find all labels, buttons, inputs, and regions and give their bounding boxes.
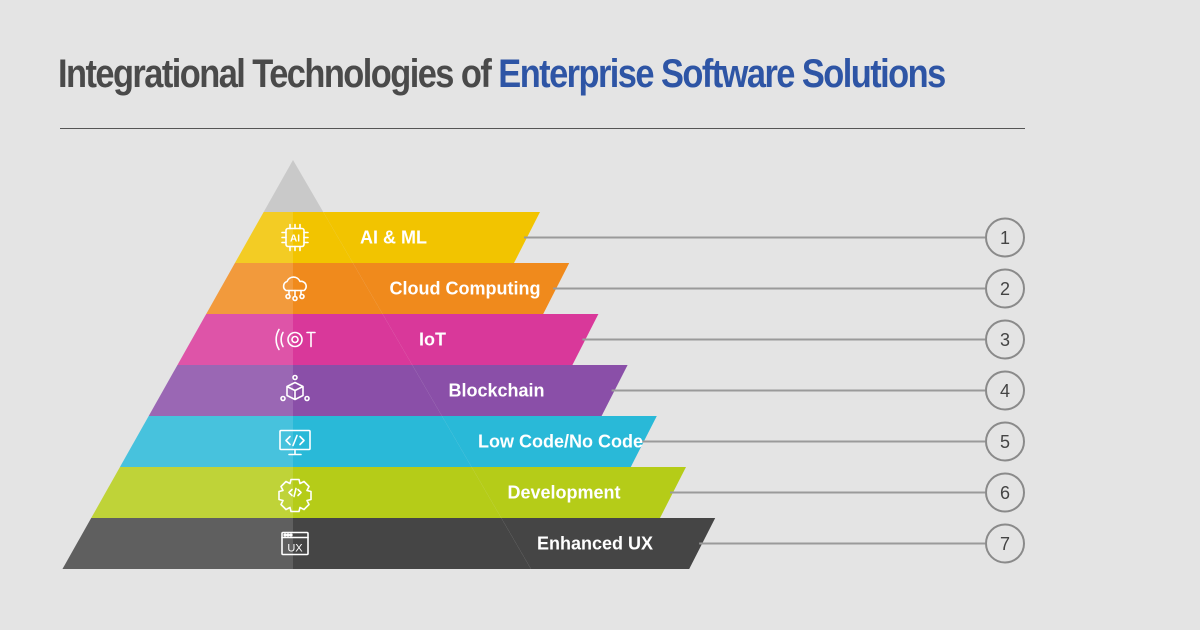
number-circle [985, 217, 1025, 258]
tier-number: 5 [1000, 432, 1010, 452]
pyramid-shade [177, 314, 293, 365]
tier-number: 7 [1000, 534, 1010, 554]
number-circle [985, 268, 1025, 309]
pyramid-section [234, 212, 353, 263]
pyramid-shade [91, 467, 293, 518]
tier-number: 1 [1000, 228, 1010, 248]
pyramid-section [177, 314, 413, 365]
tier-band [382, 314, 599, 365]
tier-band [501, 518, 716, 569]
tier-band [471, 467, 686, 518]
number-circle [985, 319, 1025, 360]
tier-number: 2 [1000, 279, 1010, 299]
tier-number: 3 [1000, 330, 1010, 350]
tier-label: Development [508, 483, 621, 503]
pyramid-section [206, 263, 383, 314]
pyramid-shade [148, 365, 293, 416]
pyramid-apex [263, 160, 324, 212]
tier-band [412, 365, 628, 416]
tier-label: AI & ML [360, 228, 427, 248]
page-title: Integrational Technologies of Enterprise… [58, 52, 946, 97]
tier-number: 4 [1000, 381, 1010, 401]
tier-label: Cloud Computing [390, 279, 541, 299]
pyramid-section [119, 416, 472, 467]
number-circle [985, 523, 1025, 564]
title-divider [60, 128, 1025, 129]
code-gear-icon [278, 478, 312, 513]
pyramid-shade [206, 263, 293, 314]
number-circle [985, 421, 1025, 462]
pyramid-shade [62, 518, 294, 569]
svg-text:AI: AI [290, 234, 300, 245]
code-monitor-icon [279, 429, 311, 456]
tier-number: 6 [1000, 483, 1010, 503]
pyramid-shade [234, 212, 293, 263]
title-prefix: Integrational Technologies of [58, 52, 492, 96]
title-highlight: Enterprise Software Solutions [498, 52, 946, 96]
tier-label: Enhanced UX [537, 534, 653, 554]
tier-label: Low Code/No Code [478, 432, 643, 452]
ai-chip-icon: AI [281, 223, 309, 252]
number-circle [985, 370, 1025, 411]
cloud-network-icon [282, 276, 307, 302]
number-circle [985, 472, 1025, 513]
pyramid-section [62, 518, 531, 569]
iot-signal-icon [275, 328, 316, 351]
pyramid-shade [119, 416, 294, 467]
tier-band [352, 263, 570, 314]
tier-band [323, 212, 540, 263]
pyramid-section [91, 467, 502, 518]
blockchain-cube-icon [280, 374, 310, 402]
tier-label: IoT [419, 330, 446, 350]
tier-band [441, 416, 657, 467]
svg-text:UX: UX [287, 543, 303, 555]
ux-window-icon: UX [281, 531, 309, 556]
tier-label: Blockchain [449, 381, 545, 401]
